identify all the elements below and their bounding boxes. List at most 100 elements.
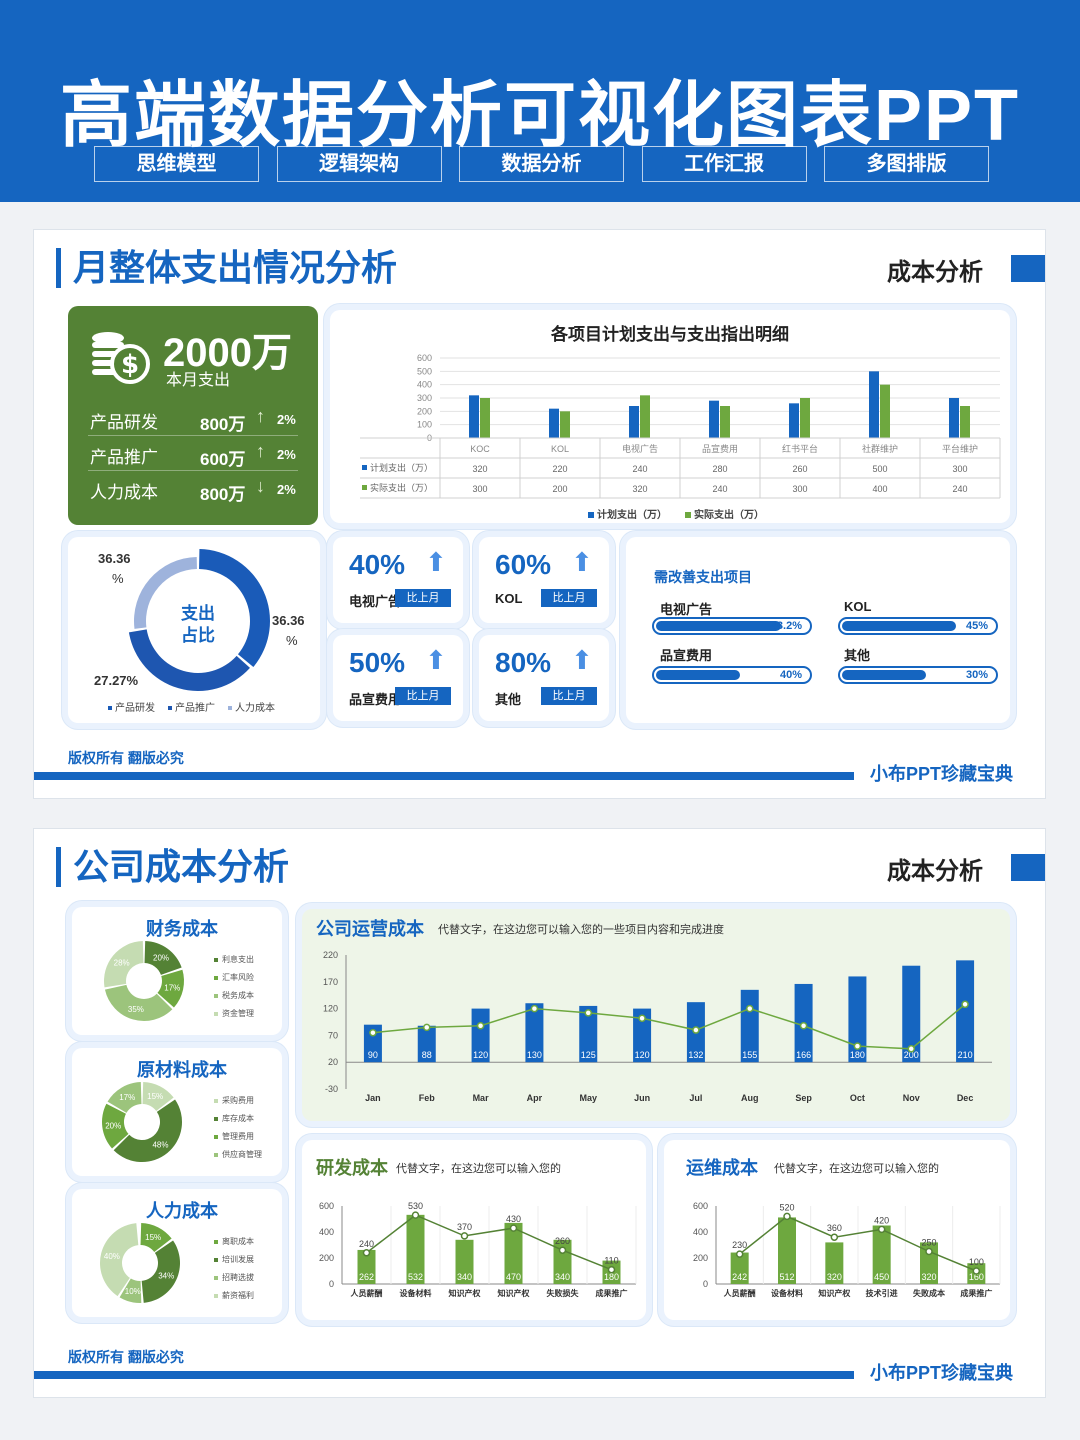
trend-value-label: 250 [921, 1238, 936, 1248]
slice-label: 20% [105, 1122, 121, 1131]
donut-slice [140, 1223, 172, 1252]
total-expense: 2000万 [163, 331, 292, 375]
trend-point [746, 1004, 754, 1013]
compare-button[interactable]: 比上月 [395, 589, 451, 607]
stat-change: 2% [277, 412, 296, 427]
bar-value-label: 120 [473, 1050, 488, 1060]
legend-swatch [214, 1293, 218, 1298]
legend-label: 资金管理 [222, 1009, 254, 1018]
arrow-up-icon: ⬆ [571, 645, 593, 675]
accent-block [1011, 255, 1045, 282]
progress-bar: 30% [838, 666, 998, 684]
legend-label: 管理费用 [222, 1132, 254, 1141]
x-category-label: 设备材料 [400, 1288, 432, 1298]
bar-value-label: 320 [921, 1272, 936, 1282]
bar-value-label: 340 [555, 1272, 570, 1282]
x-category-label: 失败损失 [547, 1288, 580, 1298]
trend-value-label: 520 [779, 1202, 794, 1212]
bar-value-label: 470 [506, 1272, 521, 1282]
kpi-value: 40% [349, 549, 406, 580]
slice-label: 28% [114, 959, 130, 968]
data-label: 260 [792, 464, 807, 474]
bar-value-label: 160 [969, 1272, 984, 1282]
legend-item: 招聘选拔 [214, 1269, 254, 1287]
legend-swatch [685, 512, 691, 518]
bar [504, 1222, 523, 1284]
bar-value-label: 130 [527, 1050, 542, 1060]
tag-data-analysis[interactable]: 数据分析 [459, 146, 624, 182]
legend-swatch [214, 975, 218, 980]
pie-legend: 离职成本 培训发展 招聘选拔 薪资福利 [214, 1233, 254, 1305]
slice-label: 36.36 [98, 551, 131, 566]
donut-slice [104, 984, 173, 1021]
trend-point [853, 1042, 862, 1050]
donut-card: 支出 占比 36.36% 36.36% 27.27% 产品研发 产品推广 人力成本 [68, 537, 320, 723]
trend-value-label: 100 [969, 1257, 984, 1267]
legend-label: 培训发展 [222, 1255, 254, 1264]
data-label: 200 [552, 484, 567, 494]
x-category-label: 人员薪酬 [724, 1288, 756, 1298]
slice-label: 36.36 [272, 613, 305, 628]
company-cost-slide: 公司成本分析 成本分析 财务成本 20% 17% 35% 28% 利息支出 汇率风险 税务… [33, 828, 1046, 1398]
y-tick-label: 600 [417, 353, 432, 363]
arrow-down-icon: ↓ [256, 476, 265, 496]
legend-label: 税务成本 [222, 991, 254, 1000]
rd-cost-chart: 0 200 400 600 262 人员薪酬 532 设备材料 340 知识产权 470 知识产权 34… [319, 1201, 637, 1298]
donut-center-label: 支出 [181, 603, 215, 623]
bar [553, 1239, 572, 1284]
progress-label: 其他 [844, 648, 871, 663]
x-category-label: 成果推广 [596, 1288, 628, 1298]
tag-thinking-model[interactable]: 思维模型 [94, 146, 259, 182]
kpi-value: 60% [495, 549, 552, 580]
compare-button[interactable]: 比上月 [541, 687, 597, 705]
tag-multi-chart[interactable]: 多图排版 [824, 146, 989, 182]
legend-label: 供应商管理 [222, 1150, 262, 1159]
tag-work-report[interactable]: 工作汇报 [641, 146, 807, 182]
legend-label: 产品推广 [175, 701, 215, 714]
bar [417, 1025, 436, 1063]
x-category-label: May [579, 1093, 597, 1103]
donut-slice [157, 969, 184, 1008]
compare-button[interactable]: 比上月 [395, 687, 451, 705]
legend-label: 人力成本 [235, 701, 275, 714]
bar [579, 1005, 598, 1063]
trend-point [607, 1265, 616, 1274]
legend-label: 薪资福利 [222, 1291, 254, 1300]
donut-slice [102, 1103, 129, 1149]
bar-value-label: 125 [581, 1050, 596, 1060]
improvement-card: 需改善支出项目 电视广告 43.2% KOL 45% 品宣费用 40% 其他 3… [626, 537, 1010, 723]
y-tick-label: 170 [323, 977, 338, 987]
copyright-text: 版权所有 翻版必究 [68, 750, 184, 766]
data-label: 320 [472, 464, 487, 474]
progress-value: 30% [965, 669, 988, 681]
legend-item: 利息支出 [214, 951, 254, 969]
slice-label: 15% [147, 1092, 163, 1101]
slice-label: % [112, 571, 124, 586]
data-label: 500 [872, 464, 887, 474]
x-category-label: 红书平台 [782, 443, 818, 454]
compare-button[interactable]: 比上月 [541, 589, 597, 607]
plan-bar [549, 408, 559, 438]
stat-value: 600万 [200, 450, 246, 469]
legend-swatch [214, 1275, 218, 1280]
x-category-label: 成果推广 [960, 1288, 992, 1298]
x-category-label: 知识产权 [498, 1288, 531, 1298]
slice-label: 10% [125, 1287, 141, 1296]
legend-swatch [214, 1098, 218, 1103]
rd-cost-card: 研发成本 代替文字，在这边您可以输入您的 0 200 400 600 262 人员薪酬 53… [302, 1140, 646, 1320]
trend-point [830, 1233, 839, 1241]
operations-cost-card: 公司运营成本 代替文字，在这边您可以输入您的一些项目内容和完成进度 -30 20 7… [302, 909, 1010, 1121]
bar-value-label: 88 [422, 1050, 432, 1060]
tag-logic-structure[interactable]: 逻辑架构 [276, 146, 442, 182]
stat-change: 2% [277, 482, 296, 497]
kpi-card: 80% ⬆ 其他 比上月 [479, 635, 609, 721]
stat-value: 800万 [200, 485, 246, 504]
donut-slice [134, 557, 197, 629]
trend-value-label: 240 [359, 1239, 374, 1249]
x-category-label: 知识产权 [818, 1288, 851, 1298]
donut-slice [128, 629, 250, 691]
data-label: 300 [792, 484, 807, 494]
donut-slice [100, 1223, 139, 1297]
data-label: 220 [552, 464, 567, 474]
plan-bar [629, 406, 639, 438]
